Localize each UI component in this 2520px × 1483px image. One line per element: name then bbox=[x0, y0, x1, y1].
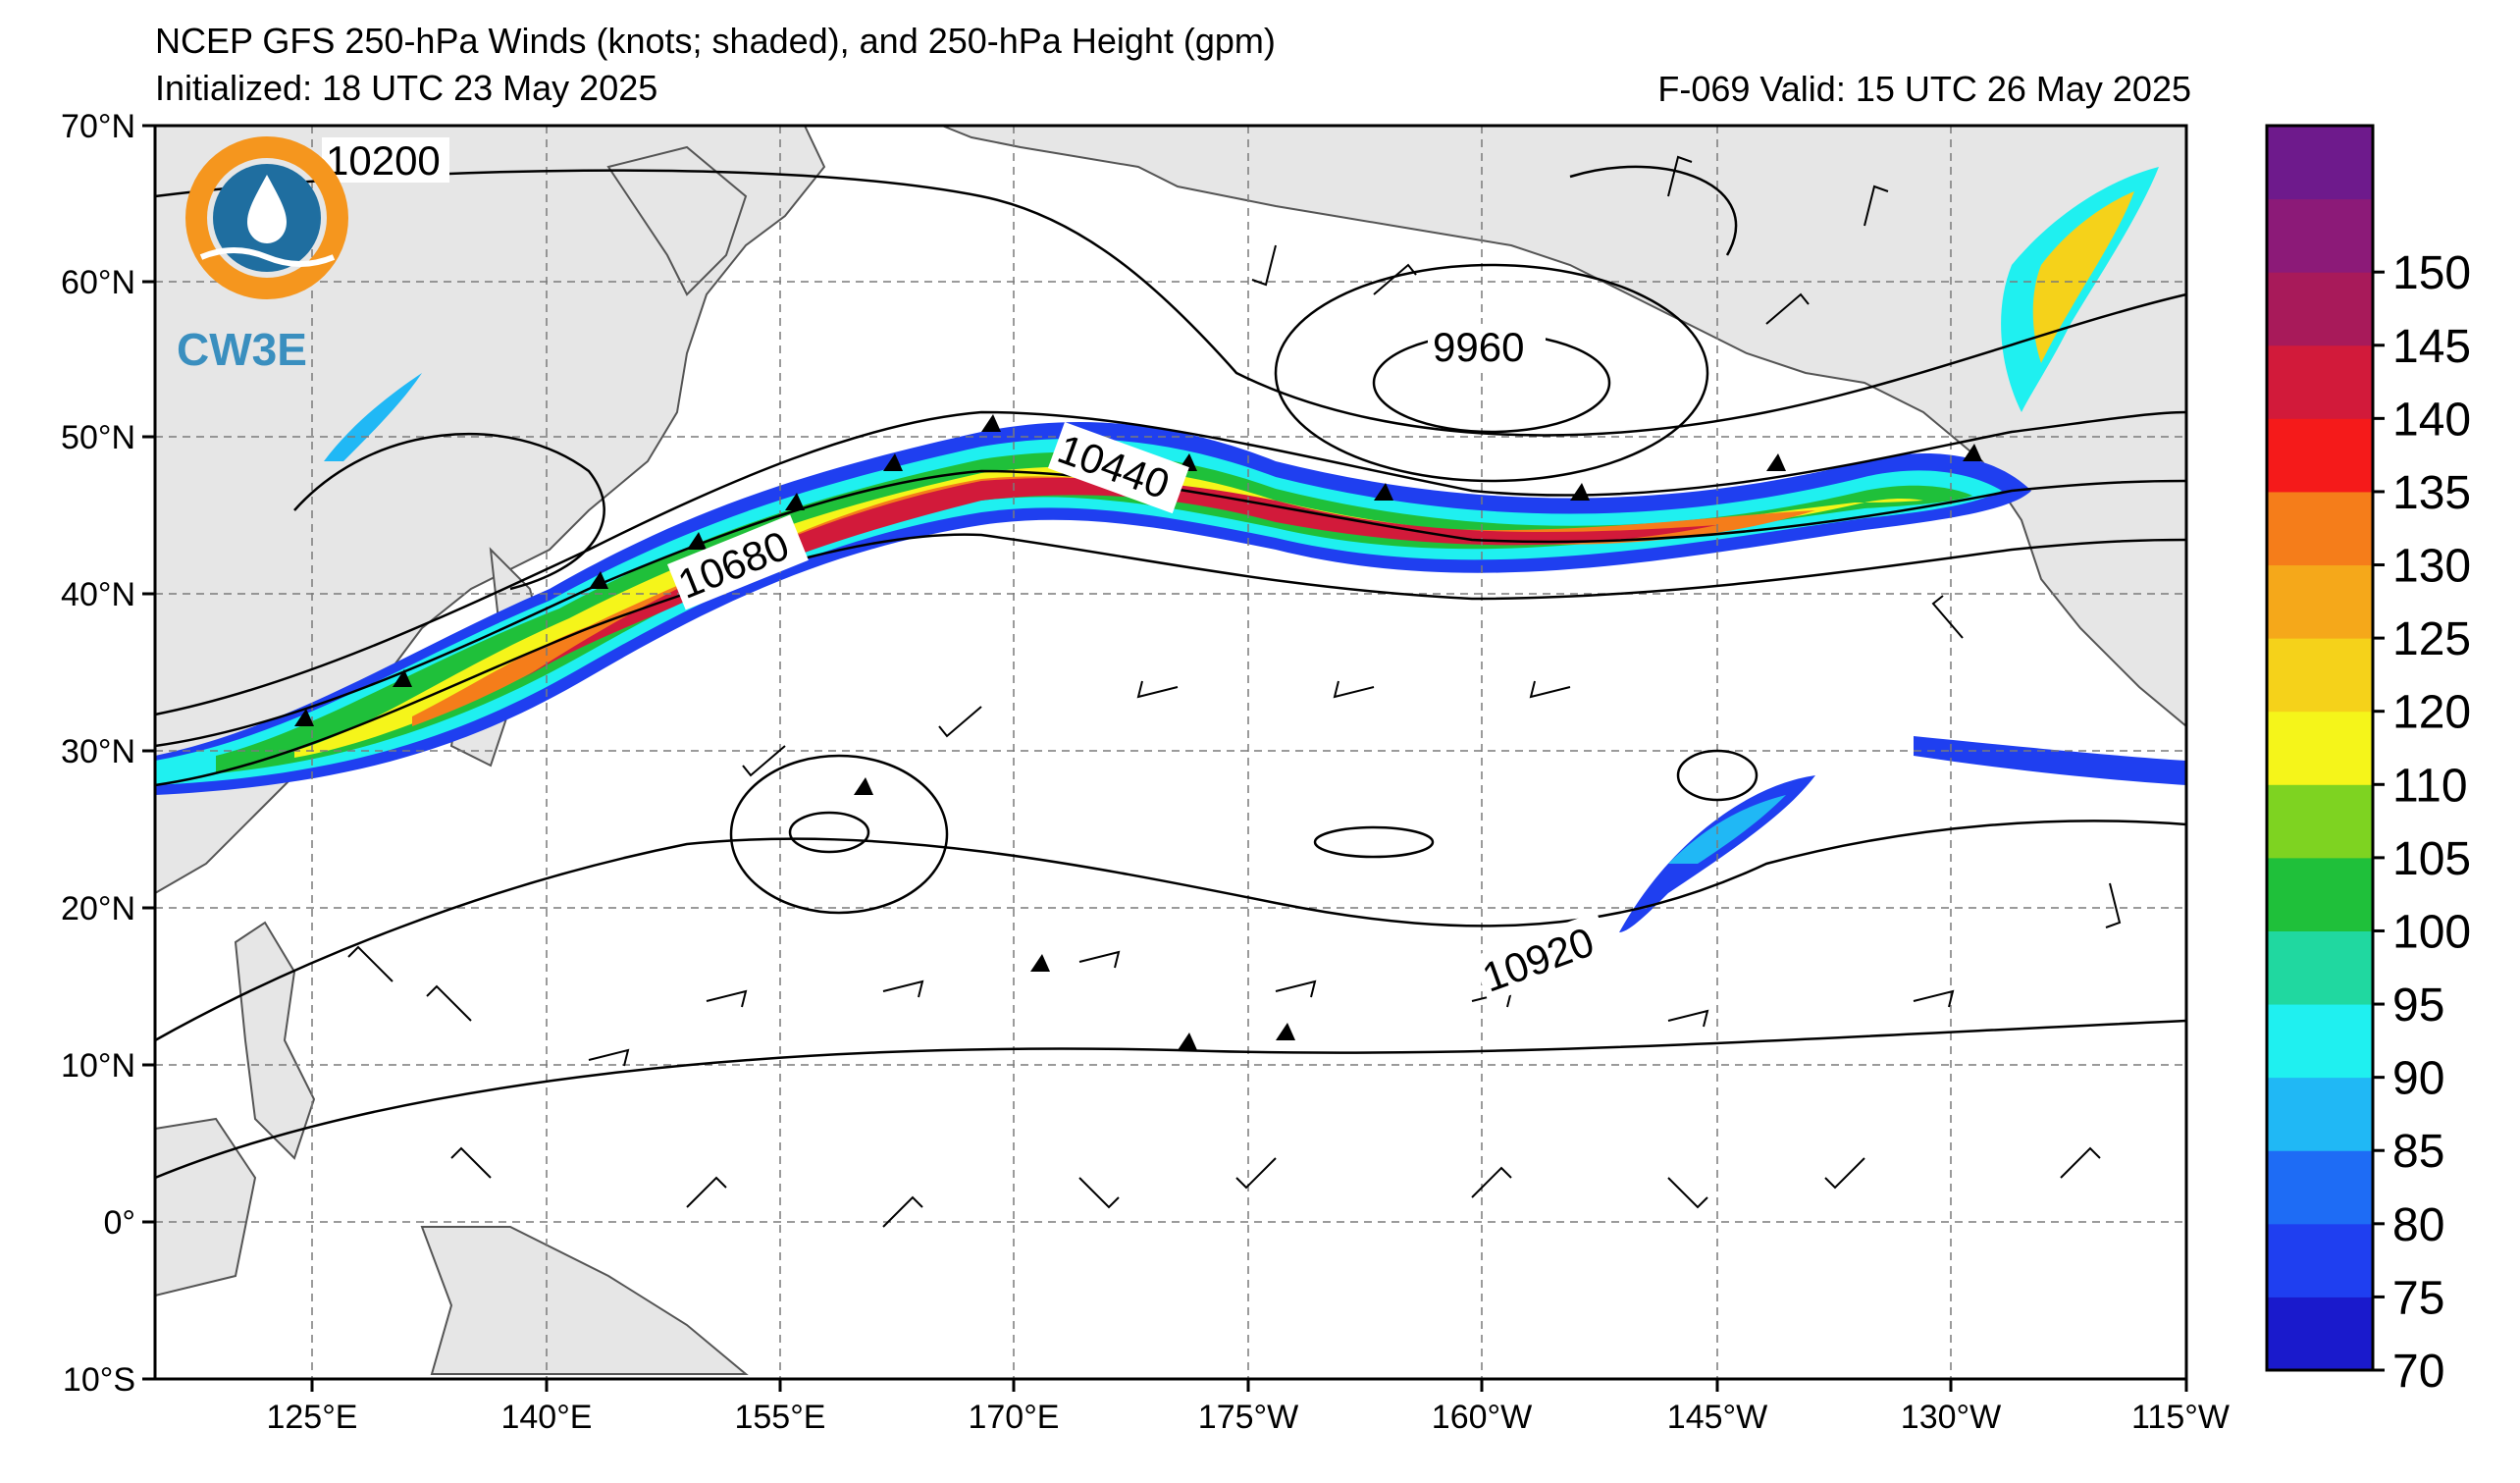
colorbar-segment bbox=[2267, 1004, 2373, 1079]
lat-label: 50°N bbox=[61, 419, 135, 456]
lat-label: 10°S bbox=[63, 1361, 135, 1399]
lon-label: 140°E bbox=[500, 1399, 592, 1436]
colorbar-label: 85 bbox=[2392, 1126, 2444, 1178]
lat-label: 60°N bbox=[61, 264, 135, 301]
colorbar-segment bbox=[2267, 784, 2373, 859]
colorbar-label: 105 bbox=[2392, 833, 2471, 885]
colorbar-segment bbox=[2267, 491, 2373, 566]
contour-label-box-10680 bbox=[667, 514, 809, 610]
logo-wave bbox=[199, 247, 336, 267]
lon-label: 170°E bbox=[968, 1399, 1059, 1436]
colorbar-border bbox=[2265, 124, 2375, 1372]
colorbar-label: 100 bbox=[2392, 906, 2471, 958]
colorbar-segment bbox=[2267, 930, 2373, 1005]
height-contours bbox=[154, 165, 2187, 1180]
wind-flags bbox=[294, 414, 1982, 1050]
lat-label: 30°N bbox=[61, 733, 135, 770]
lat-label: 20°N bbox=[61, 890, 135, 927]
colorbar-label: 150 bbox=[2392, 247, 2471, 299]
contour-label-10200: 10200 bbox=[326, 137, 441, 184]
colorbar-segment bbox=[2267, 1223, 2373, 1298]
lon-label: 145°W bbox=[1667, 1399, 1767, 1436]
colorbar-label: 140 bbox=[2392, 394, 2471, 446]
colorbar-segment bbox=[2267, 711, 2373, 785]
colorbar-label: 70 bbox=[2392, 1346, 2444, 1398]
contour-label-box-10200 bbox=[322, 137, 449, 183]
lon-label: 115°W bbox=[2131, 1399, 2230, 1436]
colorbar-segment bbox=[2267, 344, 2373, 419]
colorbar-label: 90 bbox=[2392, 1053, 2444, 1105]
colorbar-segment bbox=[2267, 857, 2373, 931]
lon-label: 130°W bbox=[1901, 1399, 2001, 1436]
colorbar-segment bbox=[2267, 564, 2373, 639]
colorbar-label: 135 bbox=[2392, 467, 2471, 519]
lat-label: 10°N bbox=[61, 1047, 135, 1085]
contour-label-box-9960 bbox=[1428, 324, 1546, 369]
lat-label: 0° bbox=[103, 1204, 135, 1242]
logo-text: CW3E bbox=[177, 324, 307, 375]
colorbar-label: 75 bbox=[2392, 1272, 2444, 1324]
contour-label-box-10920 bbox=[1472, 911, 1613, 1003]
contour-label-9960: 9960 bbox=[1433, 324, 1524, 370]
colorbar-segment bbox=[2267, 198, 2373, 273]
logo-ring bbox=[185, 136, 348, 299]
axis-ticks bbox=[142, 124, 2188, 1392]
wind-barbs bbox=[347, 155, 2122, 1228]
valid-time: F-069 Valid: 15 UTC 26 May 2025 bbox=[1657, 69, 2191, 109]
colorbar-label: 110 bbox=[2392, 760, 2468, 812]
init-time: Initialized: 18 UTC 23 May 2025 bbox=[155, 68, 658, 108]
lon-label: 175°W bbox=[1198, 1399, 1298, 1436]
colorbar-label: 145 bbox=[2392, 321, 2471, 373]
colorbar-segment bbox=[2267, 126, 2373, 200]
lon-label: 125°E bbox=[266, 1399, 357, 1436]
colorbar-label: 120 bbox=[2392, 687, 2471, 739]
cw3e-logo: CW3E bbox=[177, 136, 348, 375]
gridlines bbox=[155, 126, 2186, 1379]
colorbar-label: 125 bbox=[2392, 613, 2471, 665]
colorbar-segment bbox=[2267, 272, 2373, 346]
colorbar-label: 130 bbox=[2392, 541, 2471, 593]
colorbar: 70 75 80 85 90 95 100 105 110 120 125 130 135 140 145 1… bbox=[2265, 124, 2471, 1398]
colorbar-label: 80 bbox=[2392, 1199, 2444, 1251]
lat-labels: 70°N 60°N 50°N 40°N 30°N 20°N 10°N 0° 10… bbox=[61, 108, 135, 1399]
colorbar-label: 95 bbox=[2392, 980, 2444, 1032]
logo-drop-icon bbox=[247, 175, 287, 243]
lon-label: 155°E bbox=[734, 1399, 825, 1436]
colorbar-segment bbox=[2267, 638, 2373, 713]
lon-label: 160°W bbox=[1432, 1399, 1532, 1436]
colorbar-segment bbox=[2267, 418, 2373, 493]
colorbar-segment bbox=[2267, 1297, 2373, 1371]
chart-title: NCEP GFS 250-hPa Winds (knots; shaded), … bbox=[155, 21, 1276, 61]
lon-labels: 125°E 140°E 155°E 170°E 175°W 160°W 145°… bbox=[266, 1399, 2229, 1436]
lat-label: 70°N bbox=[61, 108, 135, 145]
contour-label-box-10440 bbox=[1047, 422, 1189, 514]
colorbar-segment bbox=[2267, 1077, 2373, 1151]
lat-label: 40°N bbox=[61, 576, 135, 613]
colorbar-segment bbox=[2267, 1150, 2373, 1225]
